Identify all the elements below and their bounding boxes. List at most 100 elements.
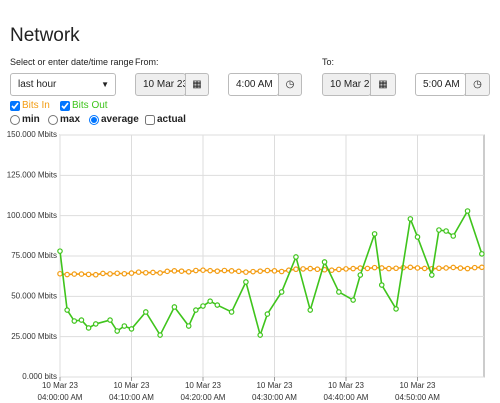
data-point bbox=[414, 265, 421, 271]
data-point bbox=[264, 311, 271, 317]
to-time-value: 5:00 AM bbox=[423, 79, 460, 90]
x-tick-label: 04:00:00 AM bbox=[38, 393, 83, 402]
x-tick-label: 10 Mar 23 bbox=[399, 381, 436, 390]
aggregation-radio[interactable] bbox=[89, 114, 99, 125]
data-point bbox=[336, 266, 342, 273]
data-point bbox=[293, 254, 299, 260]
to-label: To: bbox=[322, 57, 335, 67]
data-point bbox=[307, 307, 314, 313]
from-time[interactable]: 4:00 AM bbox=[228, 73, 279, 96]
data-point bbox=[479, 264, 485, 271]
data-point bbox=[307, 265, 314, 272]
to-date-button[interactable]: ▦ bbox=[370, 73, 396, 96]
data-point bbox=[243, 279, 249, 285]
from-time-button[interactable]: ◷ bbox=[278, 73, 302, 96]
legend-label: Bits Out bbox=[72, 100, 108, 111]
x-tick-label: 04:40:00 AM bbox=[324, 393, 369, 402]
x-tick-label: 10 Mar 23 bbox=[328, 381, 365, 390]
data-point bbox=[157, 332, 163, 338]
x-tick-label: 10 Mar 23 bbox=[256, 381, 293, 390]
data-point bbox=[350, 297, 356, 303]
data-point bbox=[364, 265, 371, 272]
data-point bbox=[214, 302, 221, 308]
x-tick-label: 04:50:00 AM bbox=[395, 393, 440, 402]
data-point bbox=[278, 289, 285, 295]
data-point bbox=[214, 268, 221, 274]
data-point bbox=[436, 265, 442, 272]
aggregation-option[interactable]: average bbox=[89, 114, 139, 125]
series-line bbox=[59, 209, 483, 338]
data-point bbox=[343, 266, 349, 272]
data-point bbox=[378, 282, 385, 288]
to-date-value: 10 Mar 23 bbox=[330, 79, 371, 90]
legend-checkbox[interactable] bbox=[10, 100, 20, 111]
preset-select[interactable]: last hour ▼ bbox=[10, 73, 116, 96]
data-point bbox=[78, 271, 85, 277]
data-point bbox=[71, 271, 78, 277]
data-point bbox=[350, 265, 356, 272]
x-tick-label: 10 Mar 23 bbox=[113, 381, 150, 390]
y-tick-label: 50.000 Mbits bbox=[11, 291, 57, 300]
y-tick-label: 100.000 Mbits bbox=[7, 211, 57, 220]
page-title: Network bbox=[10, 25, 80, 46]
data-point bbox=[357, 272, 364, 278]
chart: 0.000 bits 25.000 Mbits 50.000 Mbits 75.000… bbox=[7, 130, 485, 402]
y-tick-label: 75.000 Mbits bbox=[11, 251, 57, 260]
aggregation-label: min bbox=[22, 114, 40, 125]
data-point bbox=[271, 268, 278, 274]
data-point bbox=[57, 270, 63, 277]
data-point bbox=[250, 268, 256, 275]
data-point bbox=[257, 268, 264, 274]
data-point bbox=[293, 266, 299, 273]
data-point bbox=[121, 270, 128, 277]
data-point bbox=[100, 270, 106, 277]
data-point bbox=[393, 265, 399, 272]
y-tick-label: 125.000 Mbits bbox=[7, 170, 57, 179]
data-point bbox=[150, 269, 156, 276]
data-point bbox=[386, 265, 392, 272]
from-label: From: bbox=[135, 57, 159, 67]
aggregation-option[interactable]: min bbox=[10, 114, 40, 125]
data-point bbox=[464, 208, 471, 214]
aggregation-option[interactable]: max bbox=[48, 114, 80, 125]
from-date-button[interactable]: ▦ bbox=[185, 73, 209, 96]
data-point bbox=[92, 271, 99, 278]
data-point bbox=[471, 264, 478, 271]
data-point bbox=[200, 303, 206, 309]
x-tick-label: 04:30:00 AM bbox=[252, 393, 297, 402]
data-point bbox=[371, 231, 378, 237]
data-point bbox=[171, 268, 178, 274]
data-point bbox=[128, 270, 135, 276]
data-point bbox=[64, 307, 70, 313]
data-point bbox=[185, 323, 192, 329]
data-point bbox=[393, 306, 399, 312]
legend-item[interactable]: Bits Out bbox=[60, 100, 108, 111]
data-point bbox=[92, 321, 99, 327]
actual-option[interactable]: actual bbox=[145, 114, 186, 125]
data-point bbox=[257, 332, 264, 338]
from-date[interactable]: 10 Mar 23 bbox=[135, 73, 186, 96]
data-point bbox=[135, 269, 142, 275]
from-date-value: 10 Mar 23 bbox=[143, 79, 186, 90]
data-point bbox=[414, 234, 421, 240]
legend-checkbox[interactable] bbox=[60, 100, 70, 111]
x-tick-label: 04:20:00 AM bbox=[181, 393, 226, 402]
data-point bbox=[143, 309, 149, 315]
x-tick-label: 04:10:00 AM bbox=[109, 393, 154, 402]
data-point bbox=[464, 265, 471, 272]
aggregation-radio[interactable] bbox=[48, 114, 58, 125]
data-point bbox=[85, 325, 92, 331]
aggregation-radio[interactable] bbox=[10, 114, 20, 125]
data-point bbox=[457, 265, 464, 271]
legend-item[interactable]: Bits In bbox=[10, 100, 50, 111]
data-point bbox=[107, 271, 113, 277]
data-point bbox=[321, 259, 328, 265]
data-point bbox=[436, 227, 442, 233]
to-time-button[interactable]: ◷ bbox=[465, 73, 490, 96]
to-time[interactable]: 5:00 AM bbox=[415, 73, 466, 96]
data-point bbox=[243, 269, 249, 275]
to-date[interactable]: 10 Mar 23 bbox=[322, 73, 371, 96]
actual-checkbox[interactable] bbox=[145, 114, 155, 125]
x-tick-label: 10 Mar 23 bbox=[42, 381, 79, 390]
